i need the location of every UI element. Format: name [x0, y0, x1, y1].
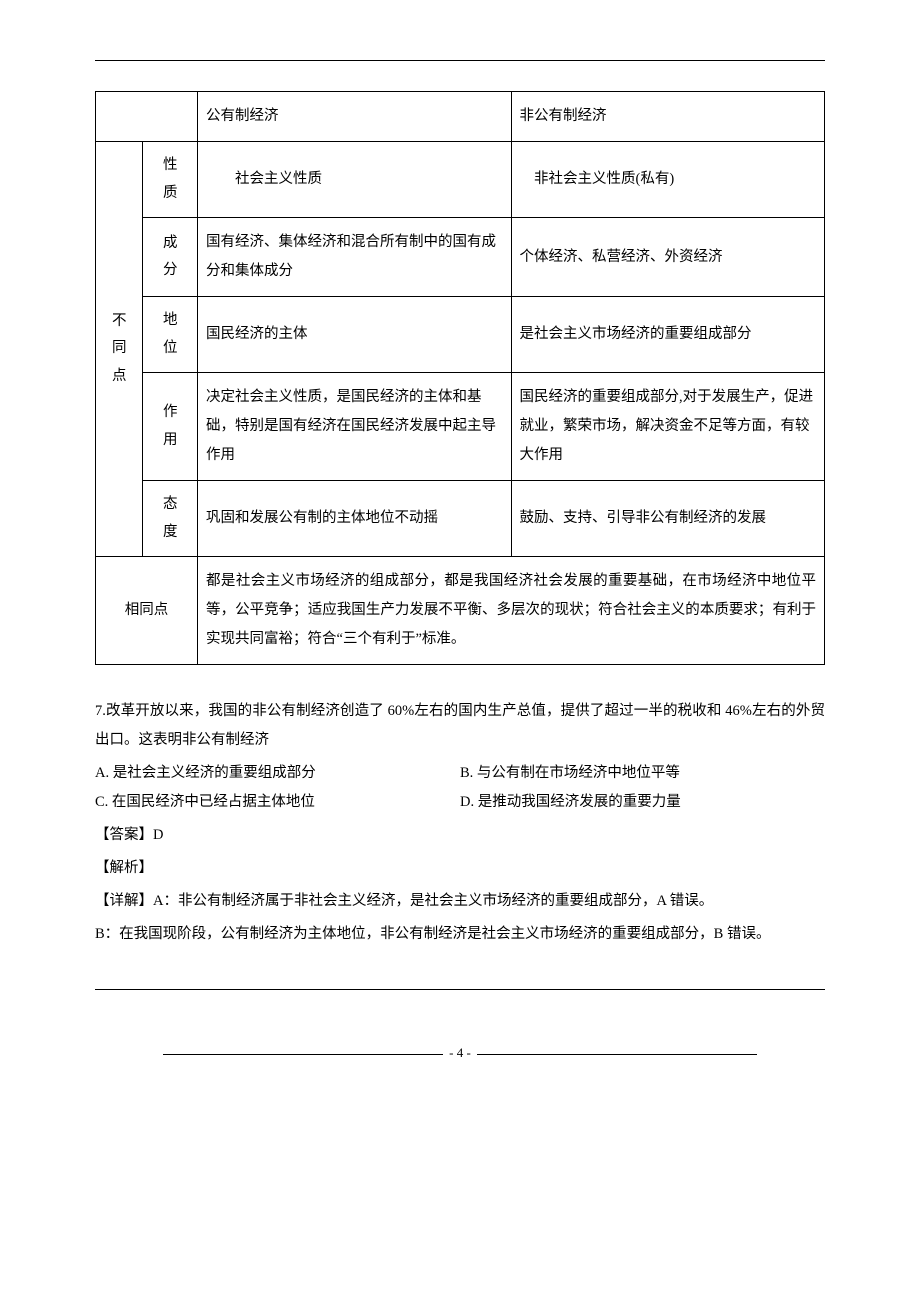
footer-horizontal-rule — [95, 989, 825, 990]
header-public: 公有制经济 — [198, 92, 511, 142]
options-row-2: C. 在国民经济中已经占据主体地位 D. 是推动我国经济发展的重要力量 — [95, 788, 825, 817]
row-nature-label: 性 质 — [143, 142, 198, 218]
question-block: 7.改革开放以来，我国的非公有制经济创造了 60%左右的国内生产总值，提供了超过… — [95, 697, 825, 949]
option-b: B. 与公有制在市场经济中地位平等 — [460, 759, 825, 788]
row-components-public: 国有经济、集体经济和混合所有制中的国有成分和集体成分 — [198, 218, 511, 297]
row-nature-nonpublic: 非社会主义性质(私有) — [511, 142, 824, 218]
same-text: 都是社会主义市场经济的组成部分，都是我国经济社会发展的重要基础，在市场经济中地位… — [198, 557, 825, 665]
answer-line: 【答案】D — [95, 821, 825, 850]
question-stem: 7.改革开放以来，我国的非公有制经济创造了 60%左右的国内生产总值，提供了超过… — [95, 697, 825, 755]
top-horizontal-rule — [95, 60, 825, 61]
table-row: 相同点 都是社会主义市场经济的组成部分，都是我国经济社会发展的重要基础，在市场经… — [96, 557, 825, 665]
options-row-1: A. 是社会主义经济的重要组成部分 B. 与公有制在市场经济中地位平等 — [95, 759, 825, 788]
table-row: 公有制经济 非公有制经济 — [96, 92, 825, 142]
explain-detail-a: 【详解】A：非公有制经济属于非社会主义经济，是社会主义市场经济的重要组成部分，A… — [95, 887, 825, 916]
row-status-public: 国民经济的主体 — [198, 297, 511, 373]
option-c: C. 在国民经济中已经占据主体地位 — [95, 788, 460, 817]
table-row: 作 用 决定社会主义性质，是国民经济的主体和基础，特别是国有经济在国民经济发展中… — [96, 373, 825, 481]
table-row: 地 位 国民经济的主体 是社会主义市场经济的重要组成部分 — [96, 297, 825, 373]
page-number: - 4 - — [95, 1040, 825, 1066]
row-status-label: 地 位 — [143, 297, 198, 373]
option-a: A. 是社会主义经济的重要组成部分 — [95, 759, 460, 788]
row-nature-public: 社会主义性质 — [198, 142, 511, 218]
row-attitude-public: 巩固和发展公有制的主体地位不动摇 — [198, 481, 511, 557]
header-blank-cell — [96, 92, 198, 142]
row-function-public: 决定社会主义性质，是国民经济的主体和基础，特别是国有经济在国民经济发展中起主导作… — [198, 373, 511, 481]
option-d: D. 是推动我国经济发展的重要力量 — [460, 788, 825, 817]
same-label: 相同点 — [96, 557, 198, 665]
header-nonpublic: 非公有制经济 — [511, 92, 824, 142]
explain-detail-b: B：在我国现阶段，公有制经济为主体地位，非公有制经济是社会主义市场经济的重要组成… — [95, 920, 825, 949]
row-attitude-label: 态 度 — [143, 481, 198, 557]
row-function-label: 作 用 — [143, 373, 198, 481]
comparison-table: 公有制经济 非公有制经济 不 同 点 性 质 社会主义性质 非社会主义性质(私有… — [95, 91, 825, 665]
row-function-nonpublic: 国民经济的重要组成部分,对于发展生产，促进就业，繁荣市场，解决资金不足等方面，有… — [511, 373, 824, 481]
table-row: 不 同 点 性 质 社会主义性质 非社会主义性质(私有) — [96, 142, 825, 218]
table-row: 态 度 巩固和发展公有制的主体地位不动摇 鼓励、支持、引导非公有制经济的发展 — [96, 481, 825, 557]
diff-label: 不 同 点 — [96, 142, 143, 557]
table-row: 成 分 国有经济、集体经济和混合所有制中的国有成分和集体成分 个体经济、私营经济… — [96, 218, 825, 297]
row-attitude-nonpublic: 鼓励、支持、引导非公有制经济的发展 — [511, 481, 824, 557]
row-status-nonpublic: 是社会主义市场经济的重要组成部分 — [511, 297, 824, 373]
row-components-nonpublic: 个体经济、私营经济、外资经济 — [511, 218, 824, 297]
explain-label: 【解析】 — [95, 854, 825, 883]
row-components-label: 成 分 — [143, 218, 198, 297]
